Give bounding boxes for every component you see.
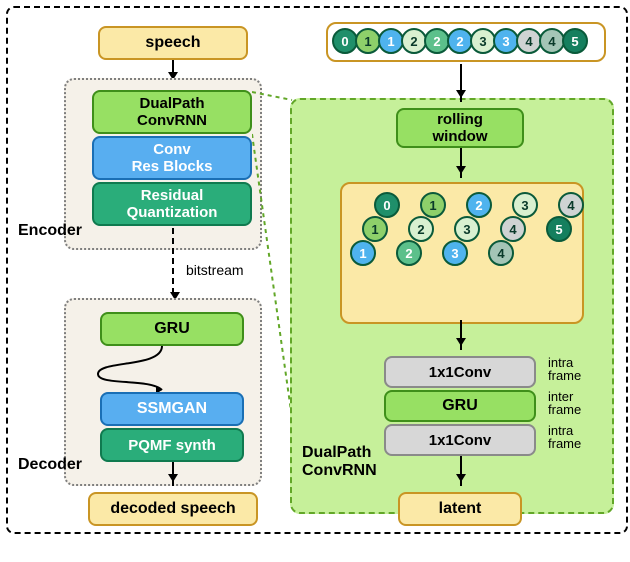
pqmf-synth-block: PQMF synth [100,428,244,462]
seq-coin: 1 [362,216,388,242]
seq-coin: 2 [408,216,434,242]
seq-coin: 5 [546,216,572,242]
residual-quantization-block: Residual Quantization [92,182,252,226]
arrow-seq-to-window [460,64,462,102]
rolling-window-block: rolling window [396,108,524,148]
diagram-canvas: speech Encoder DualPath ConvRNN Conv Res… [0,0,630,562]
arrow-bitstream [172,228,176,304]
seq-coin: 4 [558,192,584,218]
dualpath-convrnn-block: DualPath ConvRNN [92,90,252,134]
conv1x1-top: 1x1Conv [384,356,536,388]
arrow-window-to-grid [460,148,462,178]
conv-res-blocks: Conv Res Blocks [92,136,252,180]
bitstream-label: bitstream [186,262,244,278]
dpcrnn-gru: GRU [384,390,536,422]
dpcrnn-detail-label: DualPath ConvRNN [302,444,377,479]
ssmgan-block: SSMGAN [100,392,244,426]
seq-coin: 2 [396,240,422,266]
arrow-grid-to-stack [460,320,462,350]
seq-coin: 4 [500,216,526,242]
seq-coin: 1 [350,240,376,266]
side-label-intra1: intra frame [548,356,581,382]
side-label-inter: inter frame [548,390,581,416]
seq-coin: 3 [454,216,480,242]
side-label-intra2: intra frame [548,424,581,450]
arrow-stack-to-latent [460,456,462,486]
seq-coin: 5 [562,28,588,54]
decoder-label: Decoder [18,456,82,474]
seq-coin: 3 [442,240,468,266]
speech-input: speech [98,26,248,60]
latent-output: latent [398,492,522,526]
sequence-top-row: 01122233445 [332,28,600,56]
arrow-to-decoded [172,462,174,486]
seq-coin: 4 [488,240,514,266]
conv1x1-bottom: 1x1Conv [384,424,536,456]
decoded-speech-output: decoded speech [88,492,258,526]
seq-column: 45 [534,192,598,286]
gru-to-ssmgan-curve [90,346,180,392]
encoder-label: Encoder [18,222,82,240]
decoder-gru-block: GRU [100,312,244,346]
